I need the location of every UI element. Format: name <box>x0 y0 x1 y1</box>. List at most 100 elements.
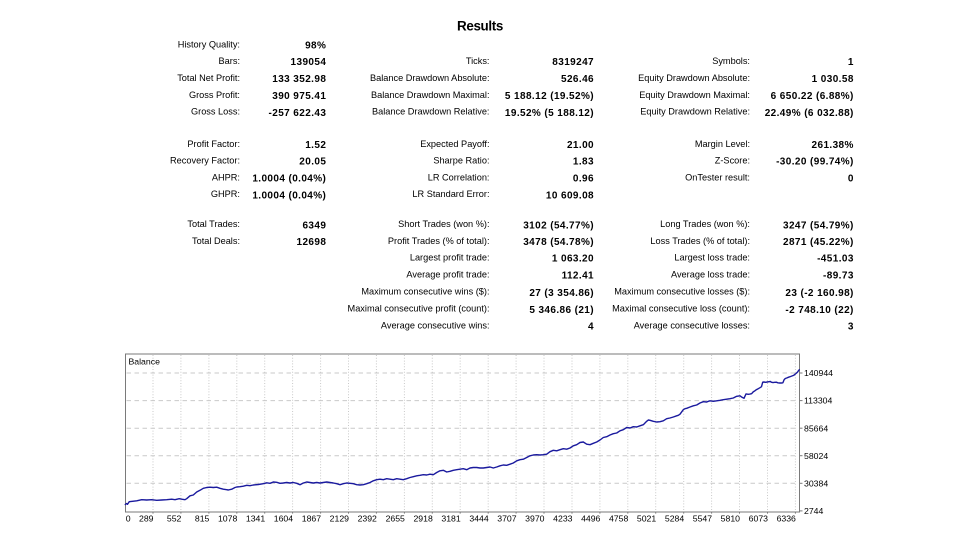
svg-text:Margin Level:: Margin Level: <box>695 139 750 149</box>
svg-text:1: 1 <box>848 57 854 68</box>
svg-text:Profit Factor:: Profit Factor: <box>187 139 240 149</box>
svg-text:1.83: 1.83 <box>573 157 594 168</box>
svg-text:1.52: 1.52 <box>305 140 326 151</box>
svg-text:Ticks:: Ticks: <box>466 56 490 66</box>
svg-text:6 650.22 (6.88%): 6 650.22 (6.88%) <box>771 91 854 102</box>
svg-text:1867: 1867 <box>302 513 321 523</box>
svg-text:3707: 3707 <box>497 513 516 523</box>
svg-text:Results: Results <box>457 18 503 33</box>
svg-text:6336: 6336 <box>777 513 796 523</box>
svg-text:Maximum consecutive losses ($): Maximum consecutive losses ($): <box>614 287 750 297</box>
svg-text:3102 (54.77%): 3102 (54.77%) <box>523 220 594 231</box>
svg-text:Average consecutive wins:: Average consecutive wins: <box>381 321 490 331</box>
svg-text:History Quality:: History Quality: <box>178 39 240 49</box>
svg-text:Recovery Factor:: Recovery Factor: <box>170 156 240 166</box>
svg-text:30384: 30384 <box>804 478 828 488</box>
svg-text:Expected Payoff:: Expected Payoff: <box>420 139 489 149</box>
svg-text:Loss Trades (% of total):: Loss Trades (% of total): <box>650 236 750 246</box>
svg-text:5810: 5810 <box>721 513 740 523</box>
svg-text:Balance Drawdown Relative:: Balance Drawdown Relative: <box>372 107 489 117</box>
svg-text:526.46: 526.46 <box>561 74 594 85</box>
svg-text:1604: 1604 <box>274 513 293 523</box>
svg-text:98%: 98% <box>305 41 326 52</box>
svg-text:3478 (54.78%): 3478 (54.78%) <box>523 237 594 248</box>
svg-text:6073: 6073 <box>749 513 768 523</box>
svg-text:2871 (45.22%): 2871 (45.22%) <box>783 237 854 248</box>
svg-text:Largest loss trade:: Largest loss trade: <box>674 253 750 263</box>
svg-text:GHPR:: GHPR: <box>211 189 240 199</box>
svg-text:1078: 1078 <box>218 513 237 523</box>
svg-text:Balance Drawdown Absolute:: Balance Drawdown Absolute: <box>370 73 490 83</box>
svg-text:Average consecutive losses:: Average consecutive losses: <box>634 321 750 331</box>
svg-text:Equity Drawdown Maximal:: Equity Drawdown Maximal: <box>639 90 750 100</box>
svg-text:390 975.41: 390 975.41 <box>272 91 326 102</box>
svg-text:112.41: 112.41 <box>562 271 594 282</box>
svg-text:5 188.12 (19.52%): 5 188.12 (19.52%) <box>505 91 594 102</box>
svg-text:-30.20 (99.74%): -30.20 (99.74%) <box>776 157 854 168</box>
svg-text:1 030.58: 1 030.58 <box>812 74 854 85</box>
svg-text:58024: 58024 <box>804 451 828 461</box>
svg-text:4233: 4233 <box>553 513 572 523</box>
svg-text:1.0004 (0.04%): 1.0004 (0.04%) <box>252 174 326 185</box>
svg-text:2655: 2655 <box>386 513 405 523</box>
svg-text:Equity Drawdown Absolute:: Equity Drawdown Absolute: <box>638 73 750 83</box>
svg-text:Average profit trade:: Average profit trade: <box>406 270 489 280</box>
svg-text:5 346.86 (21): 5 346.86 (21) <box>529 305 594 316</box>
svg-text:3181: 3181 <box>441 513 460 523</box>
svg-text:4758: 4758 <box>609 513 628 523</box>
svg-text:Bars:: Bars: <box>219 56 240 66</box>
svg-text:LR Correlation:: LR Correlation: <box>428 173 490 183</box>
svg-text:-2 748.10 (22): -2 748.10 (22) <box>785 305 853 316</box>
svg-text:12698: 12698 <box>296 237 326 248</box>
svg-text:Gross Profit:: Gross Profit: <box>189 90 240 100</box>
svg-text:3970: 3970 <box>525 513 544 523</box>
svg-text:19.52% (5 188.12): 19.52% (5 188.12) <box>505 108 594 119</box>
svg-text:2129: 2129 <box>330 513 349 523</box>
svg-text:133 352.98: 133 352.98 <box>272 74 326 85</box>
svg-text:3247 (54.79%): 3247 (54.79%) <box>783 220 854 231</box>
svg-text:1341: 1341 <box>246 513 265 523</box>
svg-text:2918: 2918 <box>413 513 432 523</box>
svg-text:85664: 85664 <box>804 423 828 433</box>
svg-text:140944: 140944 <box>804 368 833 378</box>
svg-text:Total Deals:: Total Deals: <box>192 236 240 246</box>
svg-text:Maximal consecutive loss (coun: Maximal consecutive loss (count): <box>612 304 750 314</box>
svg-text:Gross Loss:: Gross Loss: <box>191 107 240 117</box>
svg-text:22.49% (6 032.88): 22.49% (6 032.88) <box>765 108 854 119</box>
svg-text:261.38%: 261.38% <box>812 140 854 151</box>
svg-text:27 (3 354.86): 27 (3 354.86) <box>529 288 594 299</box>
svg-text:3444: 3444 <box>469 513 488 523</box>
svg-text:Symbols:: Symbols: <box>712 56 750 66</box>
svg-text:Long Trades (won %):: Long Trades (won %): <box>660 219 750 229</box>
svg-text:1 063.20: 1 063.20 <box>552 254 594 265</box>
svg-text:113304: 113304 <box>804 396 833 406</box>
svg-text:Total Net Profit:: Total Net Profit: <box>177 73 240 83</box>
svg-text:-257 622.43: -257 622.43 <box>269 108 327 119</box>
svg-text:-451.03: -451.03 <box>817 254 854 265</box>
svg-text:Largest profit trade:: Largest profit trade: <box>410 253 490 263</box>
svg-text:Profit Trades (% of total):: Profit Trades (% of total): <box>388 236 490 246</box>
svg-text:Total Trades:: Total Trades: <box>187 219 240 229</box>
svg-text:4: 4 <box>588 322 594 333</box>
svg-text:21.00: 21.00 <box>567 140 594 151</box>
svg-text:0: 0 <box>126 513 131 523</box>
svg-text:Equity Drawdown Relative:: Equity Drawdown Relative: <box>640 107 750 117</box>
svg-text:0.96: 0.96 <box>573 174 594 185</box>
svg-text:Sharpe Ratio:: Sharpe Ratio: <box>433 156 489 166</box>
svg-text:20.05: 20.05 <box>299 157 326 168</box>
svg-text:23 (-2 160.98): 23 (-2 160.98) <box>785 288 853 299</box>
svg-text:815: 815 <box>195 513 210 523</box>
svg-text:8319247: 8319247 <box>552 57 594 68</box>
svg-text:Balance Drawdown Maximal:: Balance Drawdown Maximal: <box>371 90 489 100</box>
svg-text:1.0004 (0.04%): 1.0004 (0.04%) <box>252 190 326 201</box>
svg-text:552: 552 <box>167 513 182 523</box>
svg-text:Average loss trade:: Average loss trade: <box>671 270 750 280</box>
svg-text:2744: 2744 <box>804 506 823 516</box>
svg-text:6349: 6349 <box>302 220 326 231</box>
svg-text:OnTester result:: OnTester result: <box>685 173 750 183</box>
svg-text:Short Trades (won %):: Short Trades (won %): <box>398 219 489 229</box>
svg-text:5284: 5284 <box>665 513 684 523</box>
svg-text:10 609.08: 10 609.08 <box>546 190 594 201</box>
svg-text:3: 3 <box>848 322 854 333</box>
svg-text:289: 289 <box>139 513 154 523</box>
